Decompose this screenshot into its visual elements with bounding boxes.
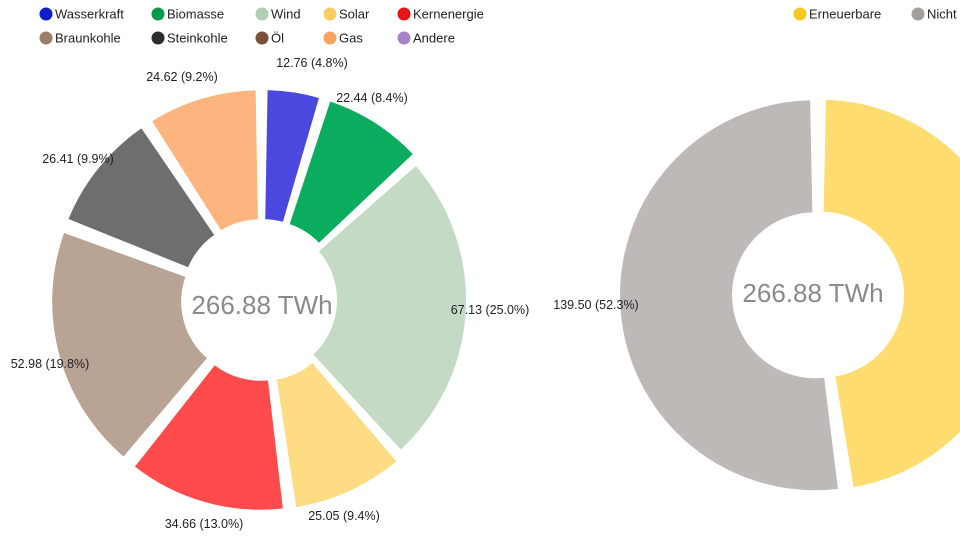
- slice-label-biomasse: 22.44 (8.4%): [336, 91, 408, 105]
- slice-wind[interactable]: [310, 163, 468, 453]
- legend-label-wasserkraft[interactable]: Wasserkraft: [55, 7, 124, 22]
- legend-label-solar[interactable]: Solar: [339, 7, 370, 22]
- legend-marker-braunkohle[interactable]: [39, 31, 53, 45]
- legend-label-andere[interactable]: Andere: [413, 31, 455, 46]
- legend-label-oel[interactable]: Öl: [271, 31, 284, 46]
- donut-center-total: 266.88 TWh: [191, 290, 332, 320]
- legend-marker-biomasse[interactable]: [151, 7, 165, 21]
- legend-marker-erneuerbare[interactable]: [793, 7, 807, 21]
- slice-label-gas: 24.62 (9.2%): [146, 70, 218, 84]
- legend-marker-andere[interactable]: [397, 31, 411, 45]
- legend-marker-nicht[interactable]: [911, 7, 925, 21]
- slice-erneuerbare[interactable]: [821, 97, 960, 490]
- legend-label-gas[interactable]: Gas: [339, 31, 363, 46]
- legend-marker-solar[interactable]: [323, 7, 337, 21]
- slice-solar[interactable]: [274, 360, 400, 510]
- legend-marker-wasserkraft[interactable]: [39, 7, 53, 21]
- slice-biomasse[interactable]: [287, 99, 416, 246]
- slice-label-steinkohle: 26.41 (9.9%): [42, 152, 114, 166]
- legend-label-kernenergie[interactable]: Kernenergie: [413, 7, 484, 22]
- slice-label-kernenergie: 34.66 (13.0%): [165, 517, 244, 531]
- slice-label-nicht: 139.50 (52.3%): [553, 298, 638, 312]
- legend-renewable-split: Erneuerbare Nicht: [793, 7, 957, 22]
- slice-label-braunkohle: 52.98 (19.8%): [11, 357, 90, 371]
- donut-center-total: 266.88 TWh: [742, 278, 883, 308]
- slice-gas[interactable]: [149, 88, 260, 234]
- legend-label-biomasse[interactable]: Biomasse: [167, 7, 224, 22]
- slice-nicht[interactable]: [618, 98, 841, 493]
- legend-marker-gas[interactable]: [323, 31, 337, 45]
- legend-energy-sources: Wasserkraft Biomasse Wind Solar Kernenergie B…: [39, 7, 484, 46]
- slice-label-solar: 25.05 (9.4%): [308, 509, 380, 523]
- legend-marker-kernenergie[interactable]: [397, 7, 411, 21]
- slice-steinkohle[interactable]: [65, 125, 217, 270]
- legend-label-erneuerbare[interactable]: Erneuerbare: [809, 7, 881, 22]
- legend-label-nicht[interactable]: Nicht: [927, 7, 957, 22]
- donut-chart-renewable-split: 139.50 (52.3%): [553, 97, 960, 493]
- legend-label-steinkohle[interactable]: Steinkohle: [167, 31, 228, 46]
- legend-marker-oel[interactable]: [255, 31, 269, 45]
- slice-label-wasserkraft: 12.76 (4.8%): [276, 56, 348, 70]
- legend-marker-wind[interactable]: [255, 7, 269, 21]
- donut-chart-energy-sources: 12.76 (4.8%) 22.44 (8.4%) 67.13 (25.0%) 25.…: [11, 56, 530, 531]
- legend-label-braunkohle[interactable]: Braunkohle: [55, 31, 121, 46]
- slice-label-wind: 67.13 (25.0%): [451, 303, 530, 317]
- slice-wasserkraft[interactable]: [263, 88, 322, 225]
- slice-braunkohle[interactable]: [50, 230, 210, 460]
- legend-label-wind[interactable]: Wind: [271, 7, 301, 22]
- slice-kernenergie[interactable]: [132, 362, 286, 512]
- legend-marker-steinkohle[interactable]: [151, 31, 165, 45]
